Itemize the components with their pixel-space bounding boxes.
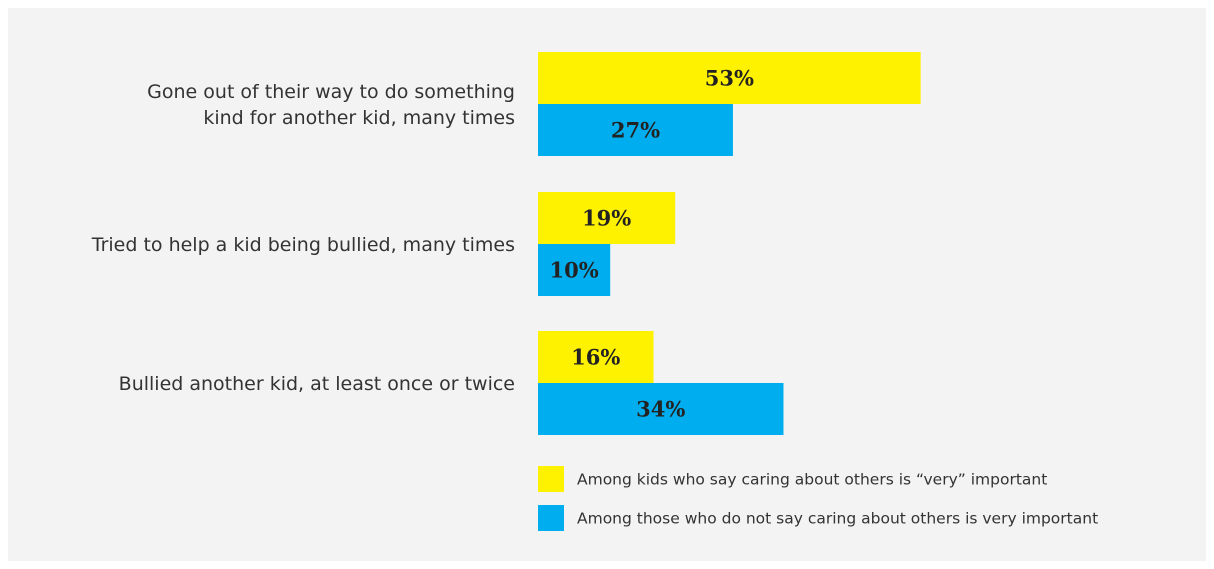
category-label: kind for another kid, many times bbox=[203, 107, 515, 129]
legend-swatch bbox=[538, 466, 564, 492]
bar bbox=[538, 383, 784, 435]
legend-label: Among those who do not say caring about … bbox=[577, 510, 1098, 528]
bar-value-label: 19% bbox=[582, 206, 631, 231]
category-labels: Gone out of their way to do something kin… bbox=[91, 81, 515, 395]
bar-value-label: 53% bbox=[705, 66, 754, 91]
bar bbox=[538, 52, 921, 104]
bar bbox=[538, 331, 654, 383]
legend: Among kids who say caring about others i… bbox=[538, 466, 1098, 531]
category-label: Bullied another kid, at least once or tw… bbox=[119, 373, 515, 395]
bar-value-label: 27% bbox=[611, 118, 660, 143]
bar-value-label: 34% bbox=[636, 397, 685, 422]
bar bbox=[538, 244, 611, 296]
bar-value-label: 16% bbox=[571, 345, 620, 370]
category-label: Gone out of their way to do something bbox=[147, 81, 515, 103]
bar-value-label: 10% bbox=[550, 258, 599, 283]
legend-label: Among kids who say caring about others i… bbox=[577, 471, 1047, 489]
bar bbox=[538, 104, 733, 156]
bars-layer: 53% 27% 19% 10% 16% 34% bbox=[538, 52, 921, 435]
bar bbox=[538, 192, 676, 244]
category-label: Tried to help a kid being bullied, many … bbox=[91, 234, 515, 256]
legend-swatch bbox=[538, 505, 564, 531]
